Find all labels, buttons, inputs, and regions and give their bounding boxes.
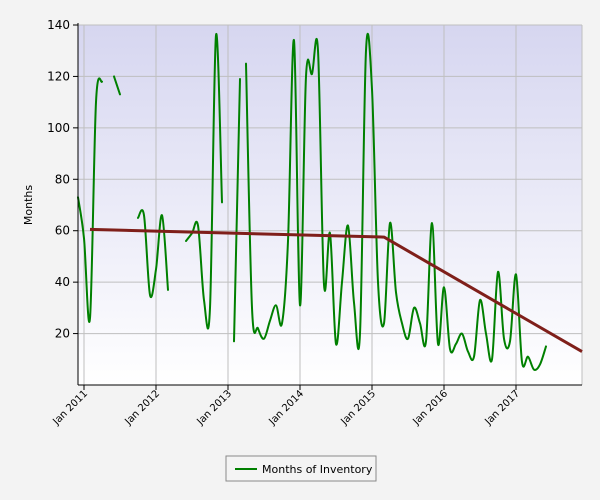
x-tick-label: Jan 2014: [266, 388, 306, 428]
x-tick-label: Jan 2017: [482, 388, 522, 428]
axes: [73, 23, 582, 390]
y-tick-label: 60: [55, 224, 70, 238]
y-tick-label: 120: [47, 69, 70, 83]
y-tick-label: 20: [55, 327, 70, 341]
legend: Months of Inventory: [225, 455, 377, 482]
y-tick-label: 80: [55, 172, 70, 186]
y-tick-label: 40: [55, 275, 70, 289]
y-tick-labels: 20 40 60 80 100 120 140: [47, 18, 70, 341]
series-line-months-of-inventory: [77, 77, 103, 323]
series-line-trend: [89, 227, 583, 353]
series-line-months-of-inventory: [137, 209, 169, 299]
y-tick-label: 100: [47, 121, 70, 135]
plot-area: [78, 25, 582, 385]
series-lines: [77, 32, 583, 371]
x-tick-label: Jan 2013: [194, 388, 234, 428]
series-line-months-of-inventory: [245, 32, 547, 371]
x-tick-label: Jan 2015: [338, 388, 378, 428]
x-tick-label: Jan 2012: [122, 388, 162, 428]
series-line-months-of-inventory: [233, 78, 241, 343]
x-tick-labels: Jan 2011 Jan 2012 Jan 2013 Jan 2014 Jan 2015…: [50, 388, 522, 428]
y-tick-label: 140: [47, 18, 70, 32]
legend-label: Months of Inventory: [262, 463, 373, 476]
x-tick-label: Jan 2011: [50, 388, 90, 428]
x-tick-label: Jan 2016: [410, 388, 450, 428]
series-line-months-of-inventory: [113, 75, 121, 96]
series-line-months-of-inventory: [185, 33, 223, 330]
y-axis-title: Months: [22, 185, 35, 225]
